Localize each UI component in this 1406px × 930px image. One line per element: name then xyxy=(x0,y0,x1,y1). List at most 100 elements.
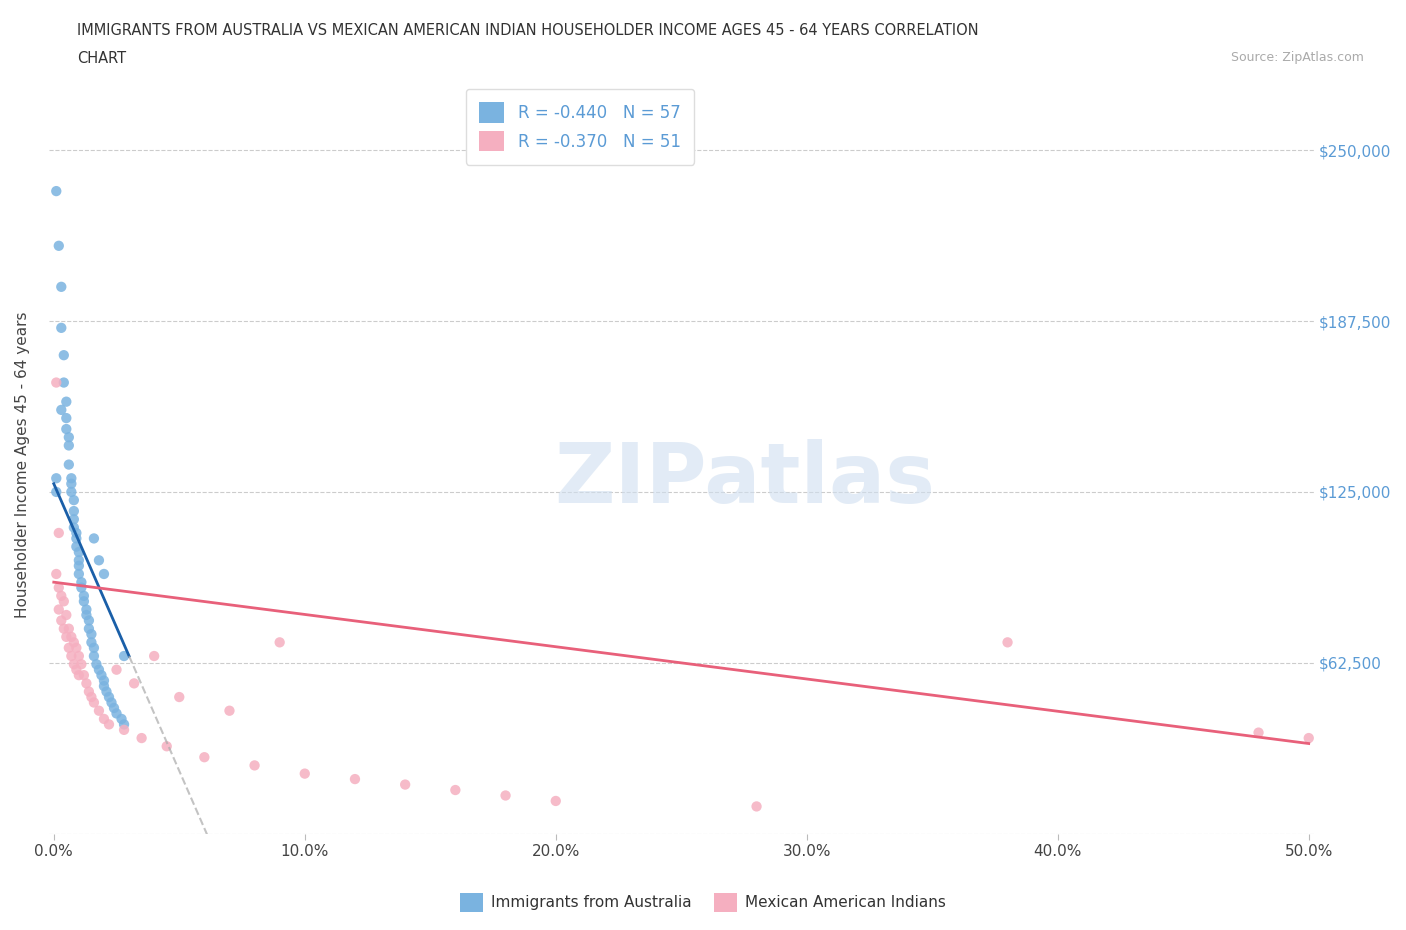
Legend: R = -0.440   N = 57, R = -0.370   N = 51: R = -0.440 N = 57, R = -0.370 N = 51 xyxy=(465,89,695,165)
Point xyxy=(156,738,179,753)
Point xyxy=(63,493,86,508)
Point xyxy=(52,594,75,609)
Point xyxy=(55,411,77,426)
Point xyxy=(63,657,86,671)
Point xyxy=(45,471,67,485)
Point xyxy=(67,648,90,663)
Point xyxy=(87,703,110,718)
Point xyxy=(58,621,80,636)
Point xyxy=(997,635,1019,650)
Point xyxy=(105,706,128,721)
Point xyxy=(77,613,100,628)
Point xyxy=(65,531,87,546)
Point xyxy=(51,279,73,294)
Point xyxy=(112,723,135,737)
Point xyxy=(83,648,105,663)
Point xyxy=(294,766,316,781)
Point xyxy=(55,421,77,436)
Point xyxy=(70,580,93,595)
Point xyxy=(90,668,112,683)
Point xyxy=(63,504,86,519)
Point xyxy=(112,648,135,663)
Point xyxy=(51,589,73,604)
Point xyxy=(51,613,73,628)
Point xyxy=(745,799,768,814)
Point xyxy=(77,684,100,699)
Point xyxy=(65,525,87,540)
Point xyxy=(80,690,103,705)
Point xyxy=(65,662,87,677)
Point xyxy=(45,375,67,390)
Point xyxy=(343,772,366,787)
Point xyxy=(131,731,153,746)
Point xyxy=(58,641,80,656)
Point xyxy=(67,545,90,560)
Point xyxy=(48,602,70,617)
Point xyxy=(103,700,125,715)
Point xyxy=(55,607,77,622)
Point xyxy=(169,690,191,705)
Point xyxy=(100,695,122,710)
Point xyxy=(60,485,83,499)
Point xyxy=(60,471,83,485)
Point xyxy=(444,782,467,797)
Text: CHART: CHART xyxy=(77,51,127,66)
Point xyxy=(63,512,86,526)
Point xyxy=(87,552,110,567)
Point xyxy=(98,690,121,705)
Point xyxy=(70,575,93,590)
Point xyxy=(96,684,118,699)
Point xyxy=(70,657,93,671)
Point xyxy=(122,676,145,691)
Point xyxy=(495,788,517,803)
Point xyxy=(58,430,80,445)
Point xyxy=(83,695,105,710)
Point xyxy=(93,711,115,726)
Point xyxy=(93,566,115,581)
Point xyxy=(143,648,166,663)
Point xyxy=(48,580,70,595)
Point xyxy=(1247,725,1270,740)
Legend: Immigrants from Australia, Mexican American Indians: Immigrants from Australia, Mexican Ameri… xyxy=(454,887,952,918)
Point xyxy=(45,485,67,499)
Point xyxy=(65,539,87,554)
Point xyxy=(55,630,77,644)
Point xyxy=(93,679,115,694)
Point xyxy=(394,777,416,792)
Point xyxy=(83,531,105,546)
Point xyxy=(73,668,96,683)
Text: ZIPatlas: ZIPatlas xyxy=(554,439,935,520)
Point xyxy=(93,673,115,688)
Point xyxy=(60,630,83,644)
Point xyxy=(67,552,90,567)
Point xyxy=(55,394,77,409)
Point xyxy=(58,458,80,472)
Point xyxy=(105,662,128,677)
Point xyxy=(75,602,97,617)
Point xyxy=(98,717,121,732)
Point xyxy=(60,648,83,663)
Point xyxy=(63,635,86,650)
Point xyxy=(51,403,73,418)
Point xyxy=(65,641,87,656)
Point xyxy=(52,375,75,390)
Point xyxy=(544,793,567,808)
Point xyxy=(83,641,105,656)
Point xyxy=(48,525,70,540)
Point xyxy=(73,594,96,609)
Point xyxy=(51,321,73,336)
Y-axis label: Householder Income Ages 45 - 64 years: Householder Income Ages 45 - 64 years xyxy=(15,312,30,618)
Point xyxy=(52,348,75,363)
Point xyxy=(218,703,240,718)
Text: Source: ZipAtlas.com: Source: ZipAtlas.com xyxy=(1230,51,1364,64)
Point xyxy=(80,627,103,642)
Point xyxy=(45,566,67,581)
Point xyxy=(80,635,103,650)
Point xyxy=(1298,731,1320,746)
Point xyxy=(73,589,96,604)
Point xyxy=(243,758,266,773)
Point xyxy=(110,711,132,726)
Point xyxy=(112,717,135,732)
Point xyxy=(67,558,90,573)
Point xyxy=(269,635,291,650)
